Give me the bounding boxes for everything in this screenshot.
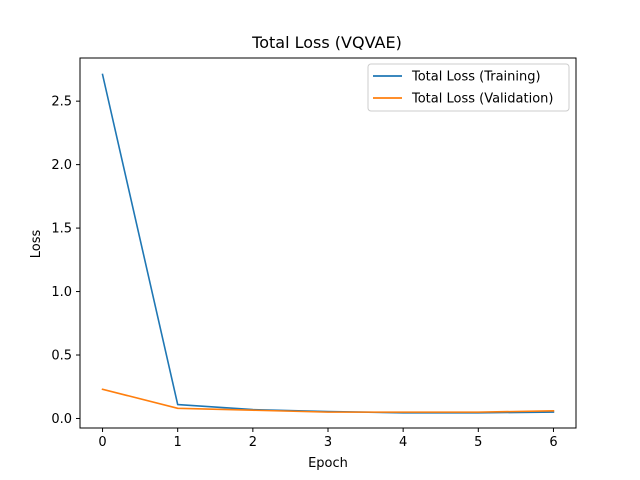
legend-box (367, 63, 570, 112)
legend-label-0: Total Loss (Training) (411, 70, 541, 85)
y-tick-label: 2.5 (51, 95, 72, 110)
x-tick-label: 1 (174, 435, 182, 450)
y-tick-label: 2.0 (51, 158, 72, 173)
plot-lines (101, 73, 555, 414)
y-tick-label: 0.5 (51, 349, 72, 364)
x-tick-label: 4 (399, 435, 407, 450)
x-tick-label: 0 (98, 435, 106, 450)
series-line-0 (101, 73, 555, 414)
x-axis-ticks: 0 1 2 3 4 5 6 (98, 428, 558, 450)
x-tick-label: 3 (324, 435, 332, 450)
chart-title: Total Loss (VQVAE) (251, 33, 402, 52)
x-tick-label: 6 (549, 435, 557, 450)
y-tick-label: 1.5 (51, 222, 72, 237)
y-axis-ticks: 0.0 0.5 1.0 1.5 2.0 2.5 (51, 95, 80, 427)
y-axis-title: Loss (29, 230, 44, 259)
legend: Total Loss (Training) Total Loss (Validat… (367, 63, 570, 112)
series-line-1 (101, 388, 555, 413)
x-axis-title: Epoch (308, 456, 348, 471)
y-tick-label: 1.0 (51, 285, 72, 300)
legend-label-1: Total Loss (Validation) (411, 92, 553, 107)
axes-frame (79, 57, 577, 429)
x-tick-label: 5 (474, 435, 482, 450)
y-tick-label: 0.0 (51, 412, 72, 427)
x-tick-label: 2 (249, 435, 257, 450)
